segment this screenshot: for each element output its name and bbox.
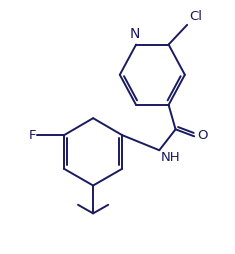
Text: N: N	[130, 27, 140, 41]
Text: F: F	[28, 129, 36, 142]
Text: NH: NH	[161, 151, 181, 164]
Text: Cl: Cl	[189, 10, 202, 23]
Text: O: O	[197, 129, 208, 142]
